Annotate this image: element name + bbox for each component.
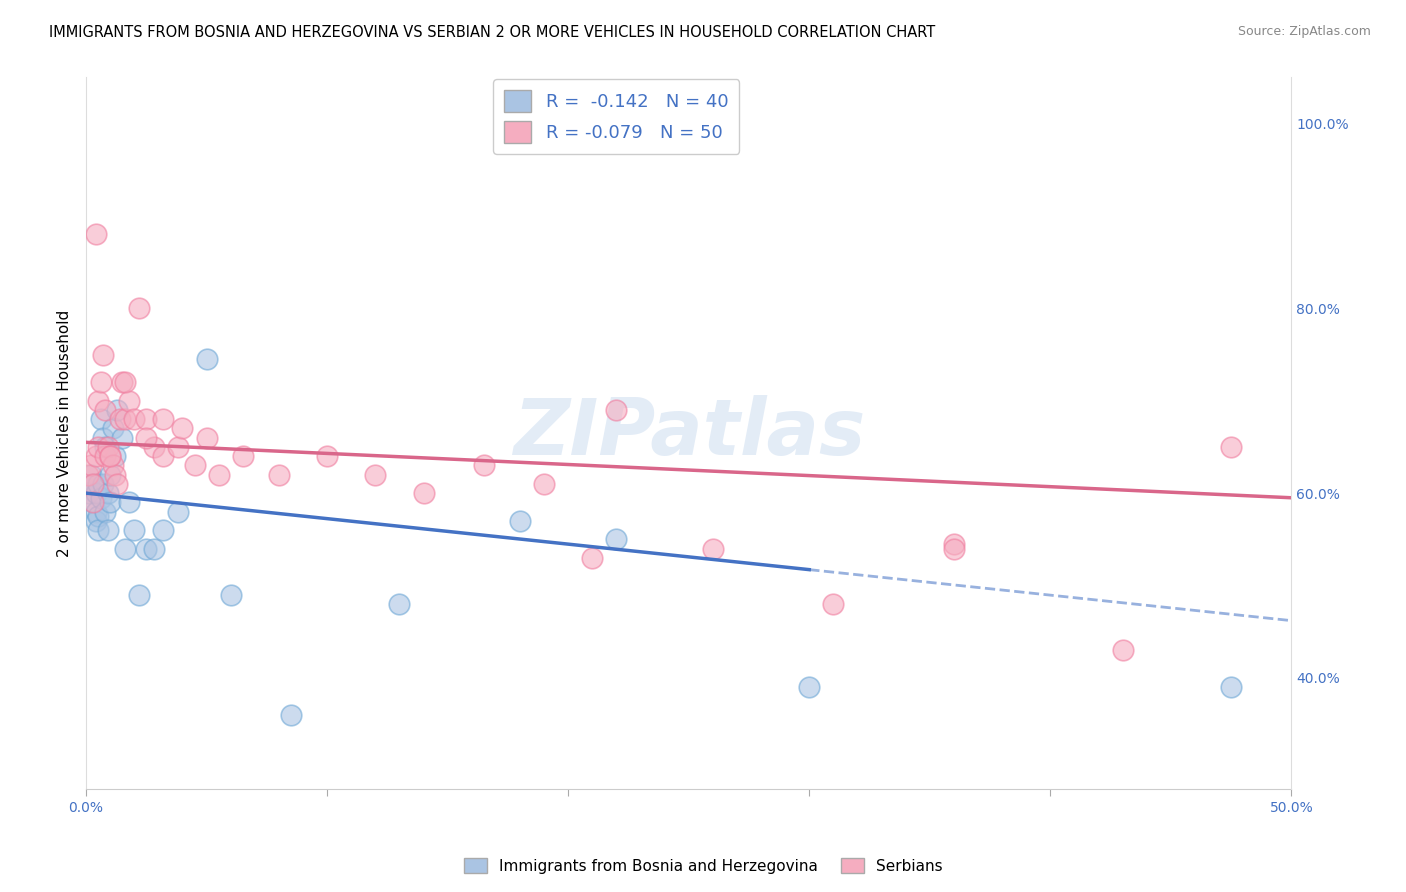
Point xyxy=(108,412,131,426)
Point xyxy=(219,588,242,602)
Point xyxy=(84,449,107,463)
Point xyxy=(128,588,150,602)
Point xyxy=(90,376,112,390)
Point xyxy=(142,541,165,556)
Point xyxy=(114,541,136,556)
Point xyxy=(124,412,146,426)
Point xyxy=(152,449,174,463)
Point xyxy=(82,476,104,491)
Point xyxy=(111,376,134,390)
Point xyxy=(195,431,218,445)
Point xyxy=(942,537,965,551)
Point xyxy=(232,449,254,463)
Text: Source: ZipAtlas.com: Source: ZipAtlas.com xyxy=(1237,25,1371,38)
Point xyxy=(166,505,188,519)
Point xyxy=(87,476,110,491)
Point xyxy=(84,227,107,242)
Point xyxy=(267,467,290,482)
Point xyxy=(90,491,112,505)
Point xyxy=(87,509,110,524)
Point xyxy=(77,467,100,482)
Point xyxy=(1220,680,1243,694)
Point xyxy=(82,476,104,491)
Point xyxy=(364,467,387,482)
Text: ZIPatlas: ZIPatlas xyxy=(513,395,865,471)
Point xyxy=(135,412,157,426)
Point xyxy=(87,440,110,454)
Point xyxy=(91,348,114,362)
Point xyxy=(114,376,136,390)
Point xyxy=(172,421,194,435)
Point xyxy=(128,301,150,316)
Point xyxy=(77,486,100,500)
Legend: Immigrants from Bosnia and Herzegovina, Serbians: Immigrants from Bosnia and Herzegovina, … xyxy=(457,852,949,880)
Point xyxy=(605,533,627,547)
Point xyxy=(97,440,120,454)
Point xyxy=(533,476,555,491)
Point xyxy=(101,458,124,473)
Point xyxy=(124,523,146,537)
Point xyxy=(84,505,107,519)
Point xyxy=(388,597,411,611)
Point xyxy=(135,431,157,445)
Point xyxy=(605,403,627,417)
Point xyxy=(98,449,121,463)
Point xyxy=(104,467,127,482)
Legend: R =  -0.142   N = 40, R = -0.079   N = 50: R = -0.142 N = 40, R = -0.079 N = 50 xyxy=(494,79,740,154)
Point xyxy=(101,421,124,435)
Point xyxy=(823,597,845,611)
Point xyxy=(1220,440,1243,454)
Point xyxy=(80,467,103,482)
Point xyxy=(166,440,188,454)
Point xyxy=(118,393,141,408)
Point xyxy=(316,449,339,463)
Point xyxy=(87,523,110,537)
Point xyxy=(94,505,117,519)
Point xyxy=(82,495,104,509)
Point xyxy=(107,403,129,417)
Point xyxy=(799,680,821,694)
Point xyxy=(90,412,112,426)
Point xyxy=(97,523,120,537)
Point xyxy=(472,458,495,473)
Point xyxy=(280,707,302,722)
Point xyxy=(91,431,114,445)
Point xyxy=(195,352,218,367)
Point xyxy=(509,514,531,528)
Text: IMMIGRANTS FROM BOSNIA AND HERZEGOVINA VS SERBIAN 2 OR MORE VEHICLES IN HOUSEHOL: IMMIGRANTS FROM BOSNIA AND HERZEGOVINA V… xyxy=(49,25,935,40)
Point xyxy=(94,403,117,417)
Point xyxy=(97,486,120,500)
Y-axis label: 2 or more Vehicles in Household: 2 or more Vehicles in Household xyxy=(58,310,72,557)
Point xyxy=(91,476,114,491)
Point xyxy=(702,541,724,556)
Point xyxy=(98,467,121,482)
Point xyxy=(152,523,174,537)
Point xyxy=(114,412,136,426)
Point xyxy=(412,486,434,500)
Point xyxy=(111,431,134,445)
Point xyxy=(84,486,107,500)
Point xyxy=(183,458,205,473)
Point xyxy=(94,449,117,463)
Point xyxy=(80,458,103,473)
Point xyxy=(94,440,117,454)
Point xyxy=(208,467,231,482)
Point xyxy=(942,541,965,556)
Point xyxy=(98,495,121,509)
Point xyxy=(82,495,104,509)
Point xyxy=(152,412,174,426)
Point xyxy=(84,514,107,528)
Point xyxy=(107,476,129,491)
Point xyxy=(135,541,157,556)
Point xyxy=(118,495,141,509)
Point xyxy=(104,449,127,463)
Point xyxy=(142,440,165,454)
Point xyxy=(87,393,110,408)
Point xyxy=(98,449,121,463)
Point xyxy=(1111,643,1133,657)
Point xyxy=(581,550,603,565)
